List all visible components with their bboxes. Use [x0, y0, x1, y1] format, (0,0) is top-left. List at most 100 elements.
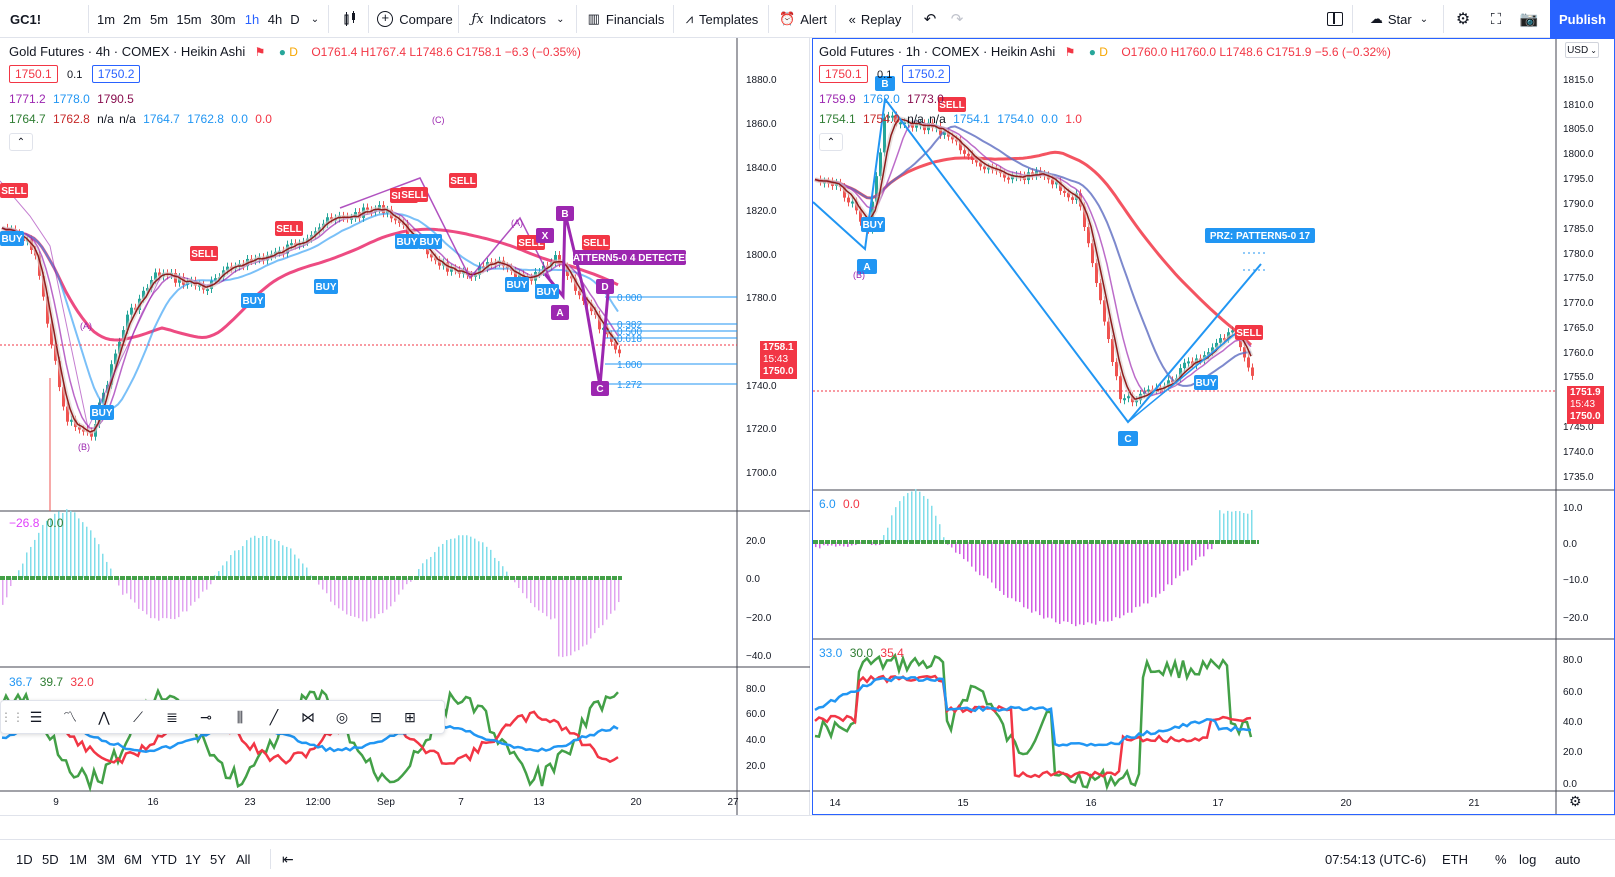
currency-selector[interactable]: USD ⌄ [1565, 42, 1599, 58]
osc-histogram-bar [302, 563, 304, 578]
compare-button[interactable]: + Compare [374, 0, 456, 38]
range-3m[interactable]: 3M [97, 851, 116, 867]
interval-d[interactable]: D [290, 11, 300, 27]
clock[interactable]: 07:54:13 (UTC-6) [1325, 851, 1427, 867]
interval-1m[interactable]: 1m [96, 11, 116, 27]
right-chart-pane[interactable]: 1815.0 1810.0 1805.0 1800.0 1795.0 1790.0 1785… [812, 38, 1615, 815]
publish-button[interactable]: Publish [1550, 0, 1615, 38]
bid-price[interactable]: 1750.1 [9, 65, 58, 83]
symbol-search[interactable]: GC1! [10, 11, 42, 27]
range-ytd[interactable]: YTD [151, 851, 177, 867]
range-1y[interactable]: 1Y [185, 851, 201, 867]
ind2-value: 0.0 [231, 112, 248, 126]
range-6m[interactable]: 6M [124, 851, 143, 867]
percent-toggle[interactable]: % [1495, 851, 1507, 867]
collapse-legend-button[interactable]: ⌃ [9, 133, 33, 151]
interval-1h[interactable]: 1h [244, 11, 260, 27]
osc-histogram-bar [566, 578, 568, 657]
range-all[interactable]: All [236, 851, 251, 867]
osc-histogram-bar [610, 578, 612, 614]
gann-icon[interactable]: ◎ [335, 708, 349, 725]
templates-button[interactable]: ⩘ Templates [679, 0, 765, 38]
range-1m[interactable]: 1M [69, 851, 88, 867]
candle-body [1063, 190, 1066, 193]
interval-2m[interactable]: 2m [122, 11, 142, 27]
line-tool-icon[interactable]: ╱ [269, 708, 279, 725]
spread: 0.1 [877, 69, 893, 81]
xabcd-pattern-icon[interactable]: ⋈ [301, 708, 315, 725]
fib-extension-icon[interactable]: ⊞ [404, 708, 416, 725]
trend-line-icon[interactable]: ⟋ [133, 708, 143, 725]
horizontal-lines-icon[interactable]: ☰ [29, 708, 43, 725]
rsi-fast-line [814, 652, 1253, 791]
osc-histogram-bar [462, 535, 464, 578]
auto-toggle[interactable]: auto [1555, 851, 1581, 867]
divider [1443, 5, 1444, 33]
candles-icon [344, 11, 355, 26]
interval-30m[interactable]: 30m [210, 11, 236, 27]
chevron-down-icon[interactable]: ⌄ [310, 13, 320, 25]
osc-histogram-bar [1039, 542, 1041, 616]
ind2-value: 1754.0 [997, 112, 1034, 126]
divider [576, 5, 577, 33]
divider [458, 5, 459, 33]
date-range-icon[interactable]: ⇤ [282, 850, 294, 867]
settings-icon[interactable]: ⚙ [1569, 793, 1582, 809]
osc-histogram-bar [490, 549, 492, 578]
star-layout-button[interactable]: ☁ Star ⌄ [1358, 0, 1440, 38]
long-short-icon[interactable]: ⫼ [236, 708, 244, 725]
point-c-label: C [596, 384, 603, 395]
left-chart-pane[interactable]: 1880.0 1860.0 1840.0 1820.0 1800.0 1780.0 1740… [0, 38, 810, 815]
camera-icon[interactable]: 📷 [1519, 11, 1539, 28]
alert-label: Alert [800, 11, 827, 27]
osc-histogram-bar [1251, 509, 1253, 542]
fib-retracement-icon[interactable]: ≣ [166, 708, 178, 725]
price-axis-label: 1700.0 [746, 468, 777, 479]
osc-histogram-bar [987, 542, 989, 579]
log-toggle[interactable]: log [1519, 851, 1537, 867]
buy-signal-label-bg [90, 405, 114, 420]
elliott-wave-icon[interactable]: 〽 [63, 709, 77, 725]
time-axis-label: 17 [1212, 798, 1224, 809]
indicators-button[interactable]: ƒx Indicators ⌄ [464, 0, 572, 38]
drag-handle-icon[interactable]: ⋮⋮ [0, 710, 24, 724]
left-legend-row: Gold Futures · 4h · COMEX · Heikin Ashi … [9, 44, 581, 59]
undo-icon[interactable]: ↶ [923, 11, 937, 28]
point-a-label: A [863, 262, 870, 273]
horizontal-ray-icon[interactable]: ⊸ [200, 708, 212, 725]
range-5y[interactable]: 5Y [210, 851, 226, 867]
interval-4h[interactable]: 4h [267, 11, 283, 27]
osc-histogram-bar [955, 542, 957, 553]
ask-price[interactable]: 1750.2 [901, 65, 951, 83]
interval-15m[interactable]: 15m [176, 11, 202, 27]
osc-histogram-bar [991, 542, 993, 583]
financials-button[interactable]: ▥ Financials [582, 0, 670, 38]
candle-body [1111, 339, 1114, 362]
ind2-value: 0.0 [1041, 112, 1058, 126]
osc-histogram-bar [330, 578, 332, 602]
alert-button[interactable]: ⏰ Alert [774, 0, 832, 38]
rsi-base-line [1, 723, 619, 753]
replay-button[interactable]: «Replay [841, 0, 909, 38]
fib-channel-icon[interactable]: ⊟ [370, 708, 382, 725]
redo-icon[interactable]: ↷ [950, 11, 964, 28]
right-chart-canvas[interactable]: 1815.0 1810.0 1805.0 1800.0 1795.0 1790.0 1785… [813, 39, 1614, 814]
abcd-pattern-icon[interactable]: ⋀ [98, 708, 110, 725]
interval-5m[interactable]: 5m [149, 11, 169, 27]
left-chart-title: Gold Futures · 4h · COMEX · Heikin Ashi [9, 44, 246, 59]
prz-label: PRZ: PATTERN5-0 17 [1210, 231, 1311, 242]
candle-body [326, 217, 329, 224]
range-5d[interactable]: 5D [42, 851, 59, 867]
layout-icon[interactable] [1322, 0, 1348, 38]
collapse-legend-button[interactable]: ⌃ [819, 133, 843, 151]
chart-type-icon[interactable] [335, 0, 365, 38]
candle-body [66, 406, 69, 422]
bid-price[interactable]: 1750.1 [819, 65, 868, 83]
ask-price[interactable]: 1750.2 [91, 65, 141, 83]
fullscreen-icon[interactable]: ⛶ [1490, 10, 1502, 28]
osc-histogram-bar [1155, 542, 1157, 598]
left-chart-canvas[interactable]: 1880.0 1860.0 1840.0 1820.0 1800.0 1780.0 1740… [0, 38, 810, 815]
gear-icon[interactable]: ⚙ [1455, 11, 1471, 28]
range-1d[interactable]: 1D [16, 851, 33, 867]
session-toggle[interactable]: ETH [1442, 851, 1468, 867]
